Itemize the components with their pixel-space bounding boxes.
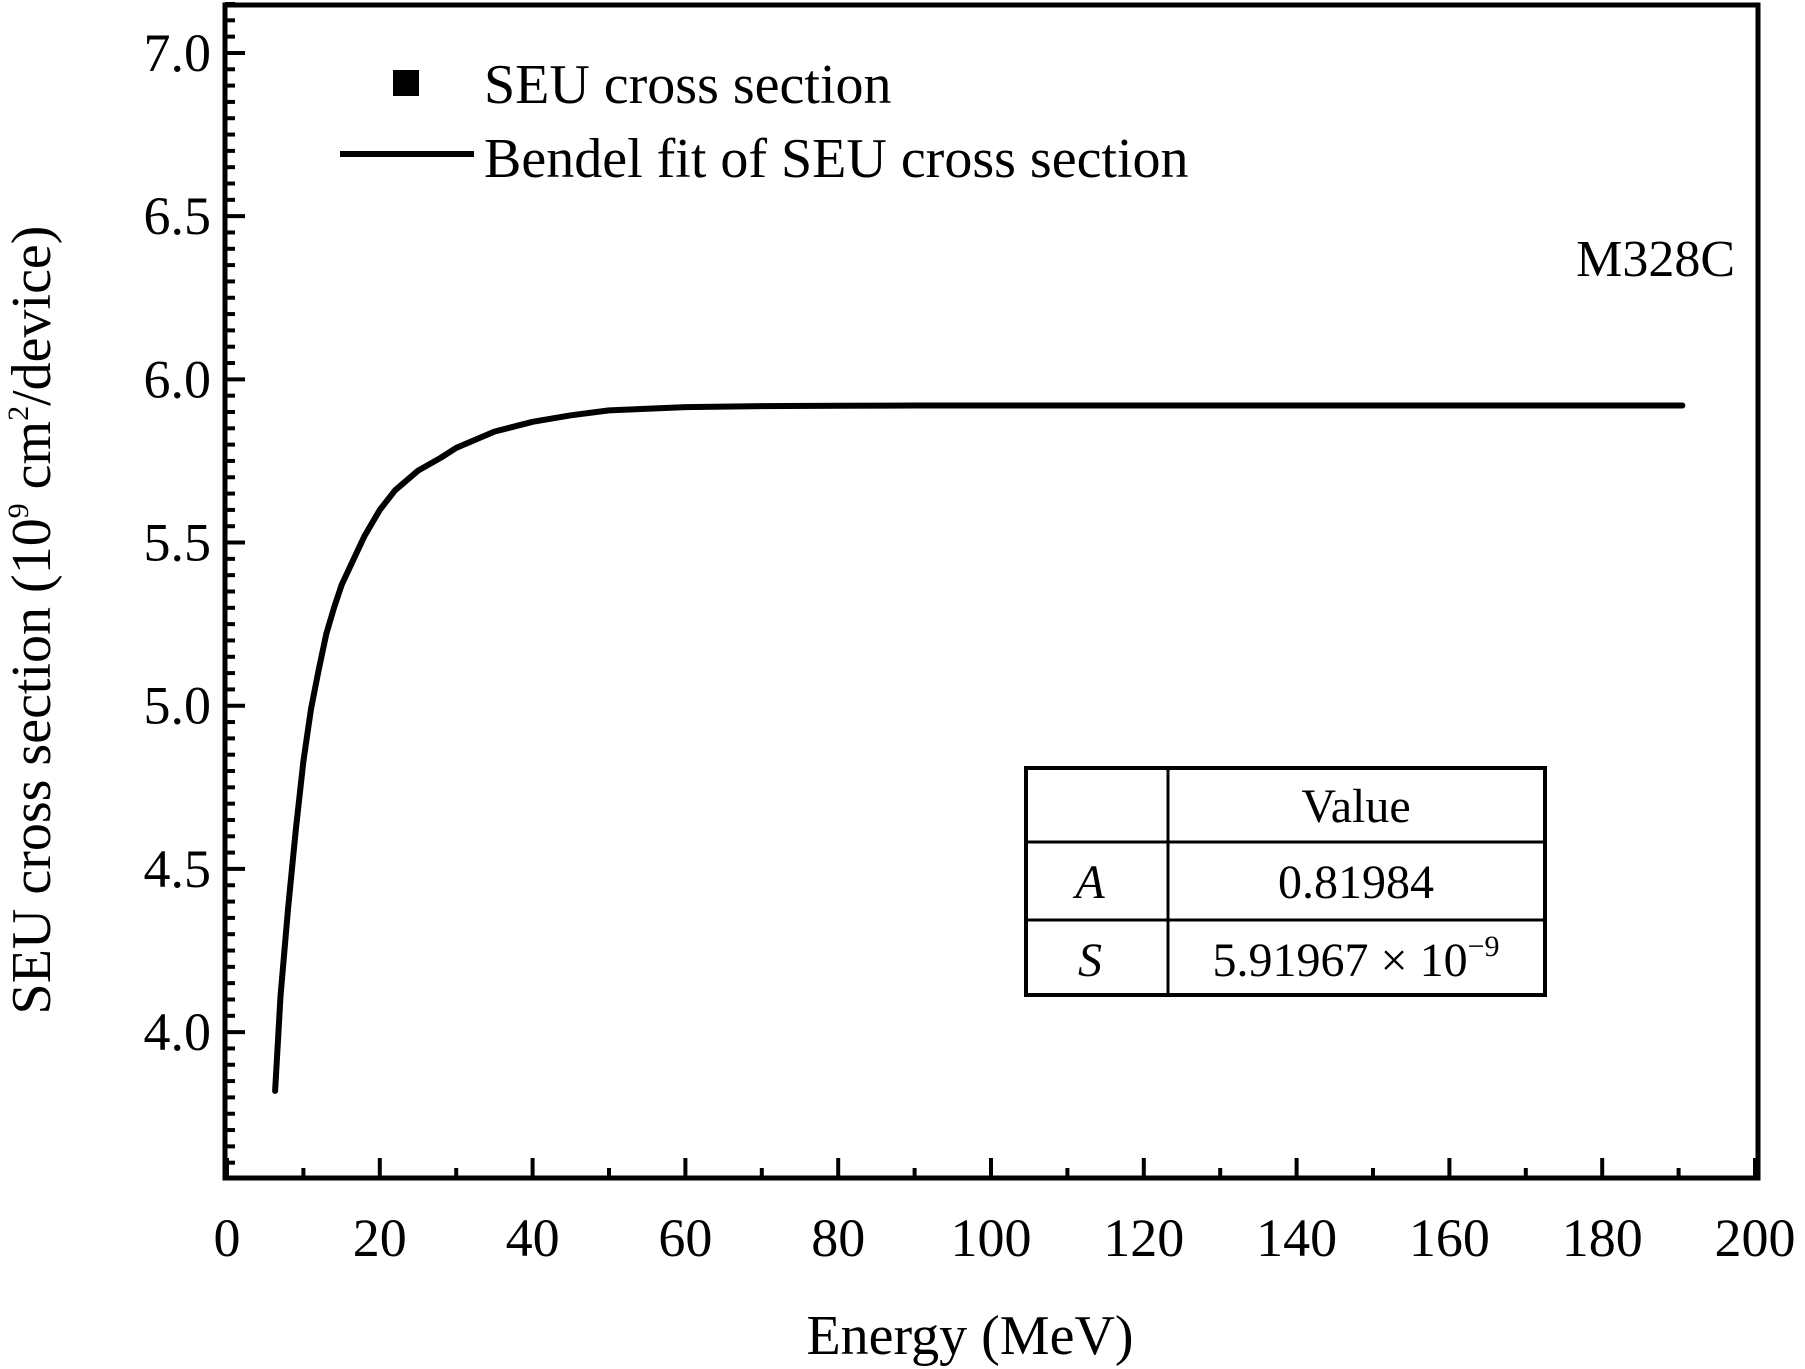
x-axis-ticks [225, 1158, 1757, 1178]
x-tick-label: 160 [1409, 1208, 1490, 1268]
legend-marker-square [393, 70, 419, 96]
table-param-a-name: A [1072, 856, 1105, 909]
table-param-a-value: 0.81984 [1278, 856, 1434, 909]
y-axis-label-pre: SEU cross section (10 [1, 518, 63, 1014]
series-line-bendel-fit [272, 402, 1686, 1094]
y-axis-label-sup2: 2 [2, 406, 35, 421]
legend: SEU cross section Bendel fit of SEU cros… [340, 54, 1189, 190]
y-tick-label: 4.0 [144, 1002, 212, 1062]
y-axis-label: SEU cross section (109 cm2/device) [1, 226, 63, 1015]
y-tick-label: 6.0 [144, 349, 212, 409]
x-tick-label: 120 [1103, 1208, 1184, 1268]
x-tick-label: 0 [214, 1208, 241, 1268]
y-axis-label-post: /device) [1, 226, 63, 406]
x-tick-label: 60 [658, 1208, 712, 1268]
y-tick-label: 7.0 [144, 23, 212, 83]
parameter-table: Value A 0.81984 S 5.91967 × 10−9 [1024, 766, 1547, 997]
y-tick-label: 6.5 [144, 186, 212, 246]
y-axis-tick-labels: 4.0 4.5 5.0 5.5 6.0 6.5 7.0 [144, 23, 212, 1062]
y-tick-label: 4.5 [144, 839, 212, 899]
table-param-s-value-base: 5.91967 × 10 [1213, 934, 1468, 987]
table-param-s-value: 5.91967 × 10−9 [1213, 930, 1500, 987]
x-axis-label: Energy (MeV) [806, 1305, 1133, 1367]
table-param-s-value-exp: −9 [1468, 930, 1500, 963]
y-tick-label: 5.0 [144, 676, 212, 736]
legend-label-seu-cross-section: SEU cross section [484, 54, 892, 116]
x-axis-tick-labels: 0 20 40 60 80 100 120 140 160 180 200 [214, 1208, 1796, 1268]
table-header-value: Value [1301, 780, 1410, 833]
y-tick-label: 5.5 [144, 513, 212, 573]
table-param-s-name: S [1078, 934, 1102, 987]
x-tick-label: 20 [353, 1208, 407, 1268]
legend-label-bendel-fit: Bendel fit of SEU cross section [484, 128, 1189, 190]
x-tick-label: 100 [951, 1208, 1032, 1268]
device-annotation: M328C [1576, 231, 1735, 288]
y-axis-ticks [225, 2, 245, 1165]
y-axis-label-mid: cm [1, 421, 63, 503]
x-tick-label: 80 [811, 1208, 865, 1268]
table-border [1024, 766, 1547, 997]
x-tick-label: 40 [506, 1208, 560, 1268]
y-axis-label-sup: 9 [2, 503, 35, 518]
x-tick-label: 180 [1562, 1208, 1643, 1268]
x-tick-label: 200 [1715, 1208, 1796, 1268]
x-tick-label: 140 [1256, 1208, 1337, 1268]
